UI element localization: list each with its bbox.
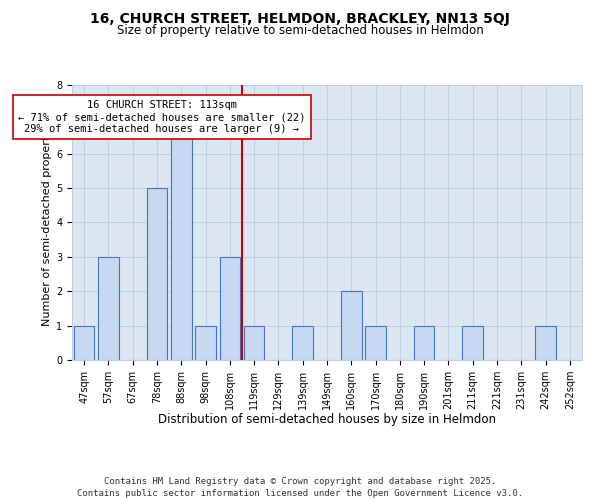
Bar [292,326,313,360]
X-axis label: Distribution of semi-detached houses by size in Helmdon: Distribution of semi-detached houses by … [158,414,496,426]
Y-axis label: Number of semi-detached properties: Number of semi-detached properties [42,120,52,326]
Bar [195,326,216,360]
Text: 16, CHURCH STREET, HELMDON, BRACKLEY, NN13 5QJ: 16, CHURCH STREET, HELMDON, BRACKLEY, NN… [90,12,510,26]
Bar [74,326,94,360]
Bar [414,326,434,360]
Bar [220,257,240,360]
Text: 16 CHURCH STREET: 113sqm
← 71% of semi-detached houses are smaller (22)
29% of s: 16 CHURCH STREET: 113sqm ← 71% of semi-d… [18,100,305,134]
Bar [463,326,483,360]
Bar [171,120,191,360]
Bar [244,326,265,360]
Text: Size of property relative to semi-detached houses in Helmdon: Size of property relative to semi-detach… [116,24,484,37]
Bar [98,257,119,360]
Bar [365,326,386,360]
Bar [146,188,167,360]
Bar [341,291,362,360]
Bar [535,326,556,360]
Text: Contains HM Land Registry data © Crown copyright and database right 2025.
Contai: Contains HM Land Registry data © Crown c… [77,476,523,498]
